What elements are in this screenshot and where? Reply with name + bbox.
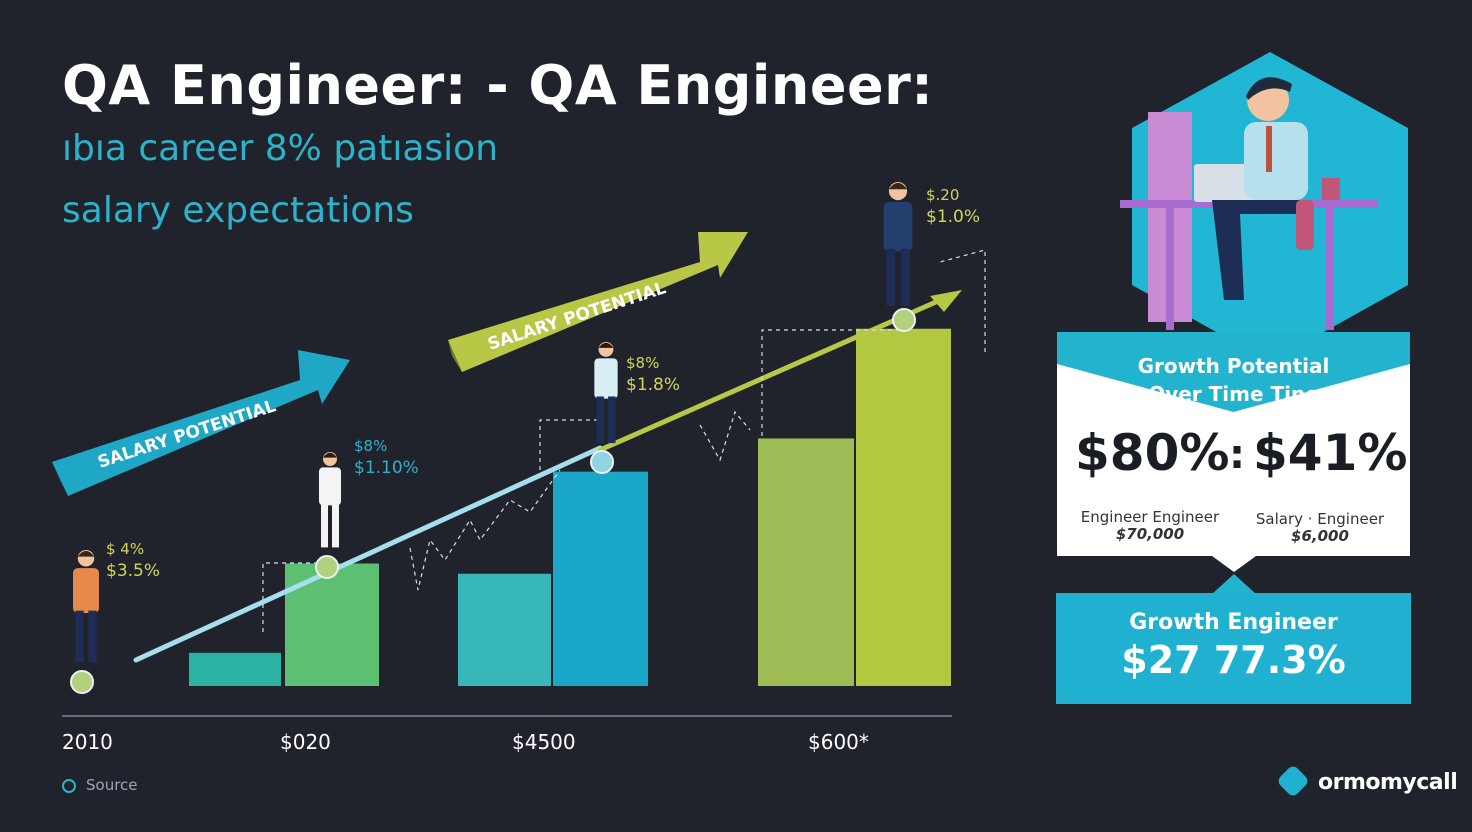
engineer-hair [1246, 77, 1292, 100]
milestone-node [315, 555, 339, 579]
panel-notch [1212, 556, 1256, 572]
x-tick-label: $4500 [512, 730, 576, 754]
growth-value-right: $41% [1253, 424, 1408, 482]
ribbon-fold-2 [448, 340, 462, 372]
growth-value-left: $80% [1075, 424, 1230, 482]
growth-potential-title-2: Over Time Tine [1148, 382, 1319, 406]
engineer-shirt [1244, 122, 1308, 200]
brand-logo: ormomycall [1276, 764, 1458, 798]
chart-bar [458, 573, 551, 686]
ribbon-label-1: SALARY POTENTIAL [95, 396, 278, 473]
dashed-guide [761, 329, 902, 436]
x-tick-label: $600* [808, 730, 869, 754]
dashed-guide [939, 249, 986, 352]
ribbon-fold-1 [52, 462, 68, 496]
chart-bar [189, 652, 281, 686]
growth-caption-left-value: $70,000 [1115, 525, 1185, 543]
growth-potential-panel: Growth Potential Over Time Tine $80% : $… [1057, 332, 1410, 556]
page-subtitle-line2: salary expectations [62, 190, 414, 231]
milestone-label-top: $.20 [926, 186, 959, 204]
brand-logo-icon [1276, 764, 1310, 798]
growth-engineer-title: Growth Engineer [1129, 610, 1338, 635]
milestone-node [70, 670, 94, 694]
person-figure [594, 342, 618, 444]
person-figure [73, 550, 99, 663]
ribbon-salary-2 [448, 232, 748, 372]
zigzag-guide [409, 469, 561, 591]
person-figure [883, 182, 913, 307]
panel-notch-blue [1212, 574, 1256, 594]
x-tick-label: 2010 [62, 730, 113, 754]
dashed-guide [539, 419, 600, 470]
milestone-label-top: $ 4% [106, 540, 144, 558]
milestone-label-value: $1.10% [354, 458, 419, 478]
brand-name: ormomycall [1318, 770, 1458, 795]
person-figure [319, 452, 341, 548]
growth-potential-title-1: Growth Potential [1137, 354, 1330, 378]
page-title: QA Engineer: - QA Engineer: [62, 54, 934, 117]
milestone-node [590, 450, 614, 474]
laptop-illustration [1194, 164, 1260, 202]
engineer-tie [1266, 126, 1272, 172]
ribbon-salary-1 [52, 350, 350, 496]
chart-bar [758, 438, 854, 686]
milestone-label-value: $1.0% [926, 207, 980, 227]
milestone-node [892, 308, 916, 332]
zigzag-guide [699, 410, 751, 462]
growth-caption-left: Engineer Engineer [1080, 508, 1220, 526]
growth-caption-right-value: $6,000 [1291, 527, 1349, 545]
growth-caption-right: Salary · Engineer [1255, 510, 1385, 528]
growth-trend-line-2 [597, 295, 948, 453]
x-tick-label: $020 [280, 730, 331, 754]
trend-arrowhead [930, 290, 962, 312]
page-subtitle-line1: ıbıa career 8% patıasion [62, 128, 499, 169]
source-icon [62, 779, 76, 793]
desk-leg [1166, 208, 1174, 330]
chair-illustration [1296, 200, 1314, 250]
mug-illustration [1322, 178, 1340, 200]
growth-value-separator: : [1229, 432, 1245, 478]
milestone-label-value: $3.5% [106, 561, 160, 581]
growth-engineer-value: $27 77.3% [1121, 638, 1346, 682]
milestone-label-top: $8% [626, 354, 659, 372]
growth-engineer-panel: Growth Engineer $27 77.3% [1056, 593, 1411, 704]
engineer-legs [1212, 200, 1300, 300]
growth-trend-line [133, 445, 603, 663]
milestone-label-top: $8% [354, 437, 387, 455]
chart-bar [553, 471, 648, 686]
source-link[interactable]: Source [62, 776, 138, 794]
source-label: Source [86, 776, 138, 794]
ribbon-label-2: SALARY POTENTIAL [485, 278, 668, 355]
chart-bar [285, 563, 379, 686]
desk-leg [1326, 208, 1334, 330]
chart-bar [856, 328, 951, 686]
milestone-label-value: $1.8% [626, 375, 680, 395]
